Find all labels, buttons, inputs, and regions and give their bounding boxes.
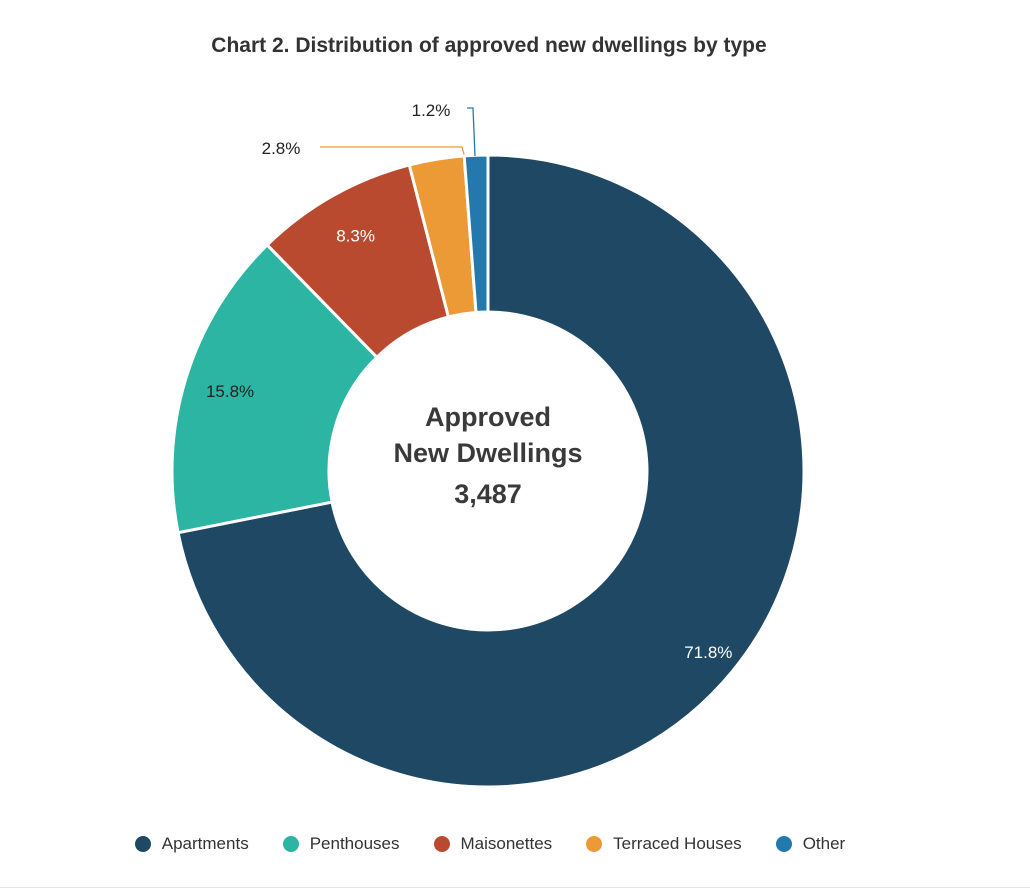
chart-title: Chart 2. Distribution of approved new dw… — [211, 34, 767, 57]
data-label-apartments: 71.8% — [684, 643, 732, 662]
legend: Apartments Penthouses Maisonettes Terraced … — [0, 834, 980, 854]
legend-marker-icon — [775, 836, 792, 852]
legend-item-penthouses[interactable]: Penthouses — [282, 834, 400, 854]
data-label-terraced-houses: 2.8% — [262, 139, 301, 158]
legend-marker-icon — [282, 836, 299, 852]
donut-chart: 71.8% 15.8% 8.3% 2.8% 1.2% Approved New Dwelli… — [170, 101, 806, 789]
legend-label: Apartments — [161, 834, 249, 853]
legend-label: Terraced Houses — [613, 834, 742, 853]
legend-marker-icon — [134, 836, 151, 852]
legend-label: Other — [802, 834, 846, 853]
legend-item-other[interactable]: Other — [775, 834, 846, 854]
data-label-other: 1.2% — [412, 101, 451, 120]
data-label-maisonettes: 8.3% — [336, 227, 375, 246]
legend-item-apartments[interactable]: Apartments — [134, 834, 249, 854]
legend-label: Penthouses — [309, 834, 400, 853]
legend-item-maisonettes[interactable]: Maisonettes — [433, 834, 553, 854]
slice-penthouses[interactable] — [170, 243, 379, 535]
leader-line-other — [467, 107, 476, 157]
divider — [0, 887, 1030, 888]
legend-label: Maisonettes — [460, 834, 553, 853]
data-label-penthouses: 15.8% — [206, 382, 254, 401]
legend-item-terraced-houses[interactable]: Terraced Houses — [586, 834, 742, 854]
center-total-value: 3,487 — [454, 479, 522, 509]
center-label-line1: Approved — [425, 402, 551, 432]
center-label-line2: New Dwellings — [393, 438, 582, 468]
slice-other[interactable] — [462, 153, 490, 314]
legend-marker-icon — [586, 836, 603, 852]
legend-marker-icon — [433, 836, 450, 852]
leader-line-terraced-houses — [320, 146, 466, 159]
slice-apartments[interactable] — [176, 153, 806, 789]
